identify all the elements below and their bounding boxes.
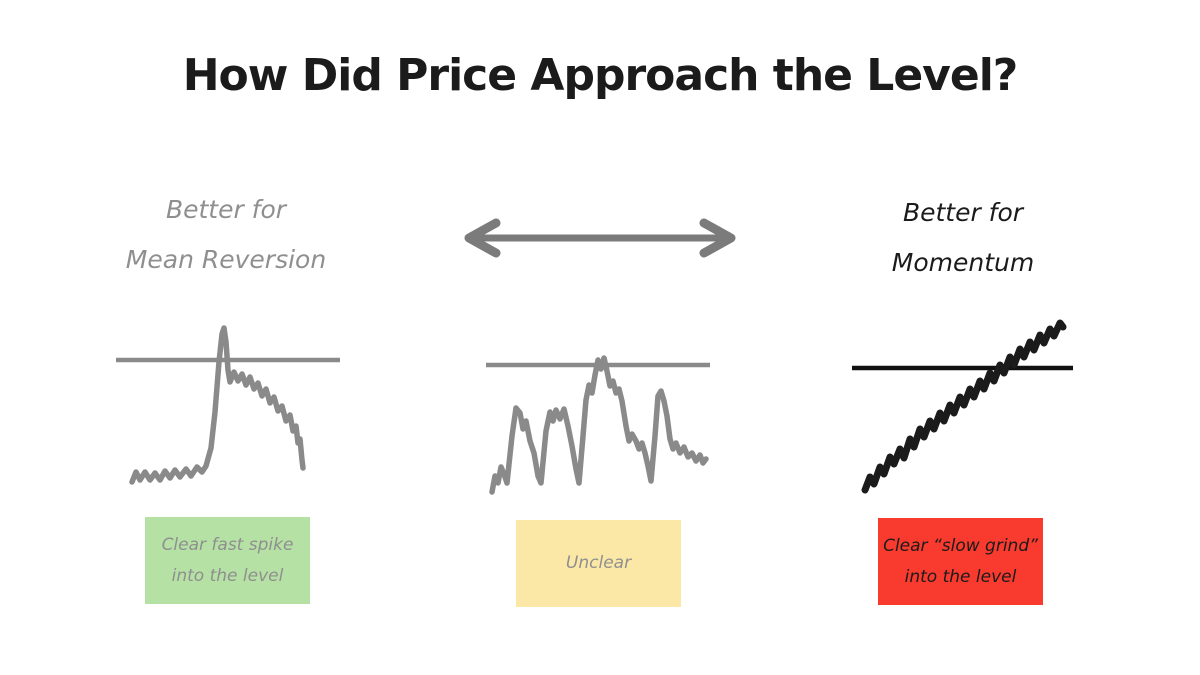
caption-box-unclear: Unclear bbox=[516, 520, 681, 607]
caption-box-mean-reversion: Clear fast spike into the level bbox=[145, 517, 310, 604]
caption-box-momentum: Clear “slow grind” into the level bbox=[878, 518, 1043, 605]
caption-line: into the level bbox=[904, 566, 1017, 587]
caption-line: Unclear bbox=[565, 553, 632, 573]
caption-line: Clear fast spike bbox=[161, 534, 294, 555]
double-arrow-icon bbox=[450, 216, 750, 260]
momentum-sketch bbox=[840, 308, 1090, 503]
spectrum-label-mean-reversion: Better for Mean Reversion bbox=[111, 185, 341, 285]
caption-line: into the level bbox=[171, 565, 284, 586]
caption-line: Clear “slow grind” bbox=[883, 535, 1038, 556]
price-path bbox=[129, 325, 306, 485]
page-title: How Did Price Approach the Level? bbox=[182, 50, 1019, 101]
price-path bbox=[489, 355, 709, 495]
spectrum-label-line: Mean Reversion bbox=[125, 245, 327, 274]
spectrum-label-line: Better for bbox=[165, 195, 287, 224]
mean-reversion-sketch bbox=[100, 310, 360, 500]
unclear-sketch bbox=[470, 340, 730, 500]
spectrum-label-momentum: Better for Momentum bbox=[848, 188, 1078, 288]
spectrum-label-line: Better for bbox=[902, 198, 1024, 227]
price-path bbox=[861, 319, 1067, 494]
spectrum-label-line: Momentum bbox=[891, 248, 1035, 277]
